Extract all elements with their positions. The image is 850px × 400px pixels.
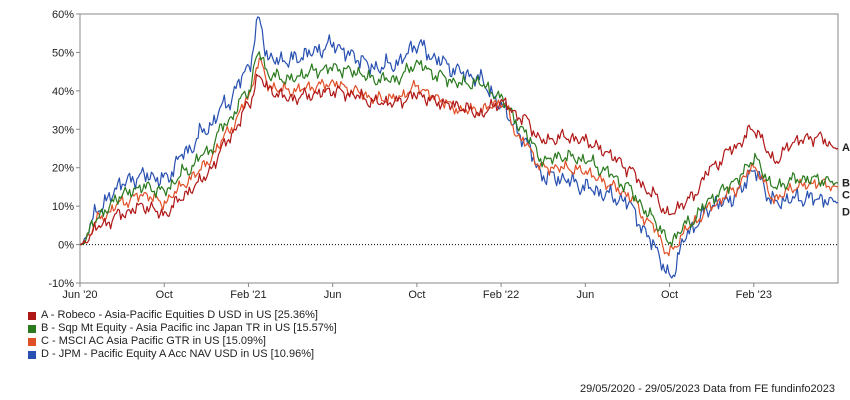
x-tick-label: Jun: [324, 289, 342, 301]
x-tick-label: Oct: [408, 289, 425, 301]
footer-source: 29/05/2020 - 29/05/2023 Data from FE fun…: [579, 383, 835, 395]
line-chart: 60% 50% 40% 30% 20% 10% 0% -10% Jun '20 Oct Feb '…: [48, 9, 850, 301]
y-tick-label: 50%: [52, 47, 74, 59]
legend-label: C - MSCI AC Asia Pacific GTR in US [15.0…: [41, 335, 266, 347]
legend-swatch: [28, 350, 36, 359]
legend-label: B - Sqp Mt Equity - Asia Pacific inc Jap…: [41, 322, 337, 334]
x-tick-label: Feb '22: [483, 289, 519, 301]
legend-label: D - JPM - Pacific Equity A Acc NAV USD i…: [41, 348, 315, 360]
legend-item-c: C - MSCI AC Asia Pacific GTR in US [15.0…: [28, 335, 337, 348]
y-tick-label: 60%: [52, 9, 74, 21]
end-labels: A BCD: [842, 142, 850, 218]
legend-item-d: D - JPM - Pacific Equity A Acc NAV USD i…: [28, 348, 337, 361]
series-end-label-d: D: [842, 206, 850, 218]
y-tick-label: 30%: [52, 124, 74, 136]
x-tick-label: Feb '23: [736, 289, 772, 301]
legend: A - Robeco - Asia-Pacific Equities D USD…: [28, 309, 337, 361]
y-tick-label: 0%: [58, 240, 74, 252]
series-line-d: [79, 16, 839, 279]
legend-label: A - Robeco - Asia-Pacific Equities D USD…: [41, 309, 318, 321]
legend-item-a: A - Robeco - Asia-Pacific Equities D USD…: [28, 309, 337, 322]
x-axis: Jun '20 Oct Feb '21 Jun Oct Feb '22 Jun Oct Feb …: [62, 283, 772, 301]
series-line-b: [79, 51, 839, 247]
legend-swatch: [28, 324, 36, 333]
x-tick-label: Feb '21: [230, 289, 266, 301]
x-tick-label: Oct: [156, 289, 173, 301]
series-line-a: [79, 73, 839, 246]
y-axis: 60% 50% 40% 30% 20% 10% 0% -10%: [48, 9, 80, 290]
series-end-label-c: C: [842, 190, 850, 202]
legend-swatch: [28, 311, 36, 320]
x-tick-label: Oct: [661, 289, 678, 301]
series-line-c: [79, 57, 839, 257]
x-tick-label: Jun: [576, 289, 594, 301]
y-tick-label: 10%: [52, 201, 74, 213]
y-tick-label: 40%: [52, 86, 74, 98]
legend-item-b: B - Sqp Mt Equity - Asia Pacific inc Jap…: [28, 322, 337, 335]
x-tick-label: Jun '20: [62, 289, 97, 301]
y-tick-label: 20%: [52, 163, 74, 175]
series-end-label-a: A: [842, 142, 850, 154]
series-end-label-b: B: [842, 178, 850, 190]
y-tick-label: -10%: [48, 278, 74, 290]
series-layer: [79, 16, 839, 279]
legend-swatch: [28, 337, 36, 346]
